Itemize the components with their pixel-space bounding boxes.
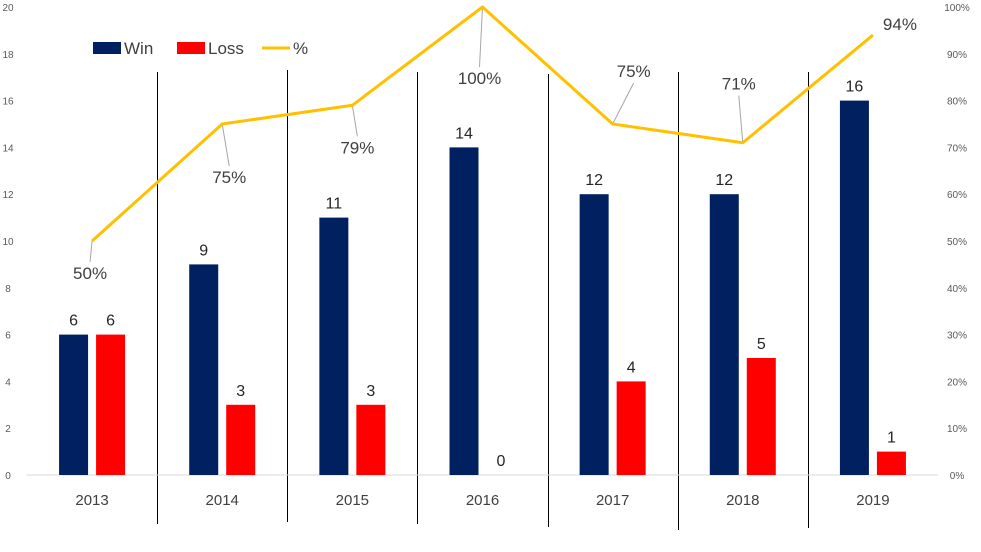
win-value-label: 14 [455, 125, 473, 142]
percentage-labels-group: 50% 75% 79% 100% 75% 71% 94% [73, 15, 917, 283]
loss-bar [746, 358, 776, 475]
win-value-label: 12 [585, 172, 603, 189]
left-tick-label: 6 [5, 331, 11, 342]
loss-value-label: 0 [497, 453, 506, 470]
win-value-label: 12 [715, 172, 733, 189]
right-tick-label: 100% [944, 3, 970, 14]
percentage-leader-line [479, 6, 483, 68]
right-tick-label: 60% [947, 190, 967, 201]
win-bar [189, 264, 219, 475]
percentage-value-label: 94% [883, 15, 917, 34]
legend-loss-swatch [177, 42, 205, 54]
right-tick-label: 0% [950, 471, 965, 482]
bar-labels-group: 6 6 9 3 11 3 14 0 12 4 12 5 16 1 [69, 79, 896, 470]
left-tick-label: 14 [2, 143, 14, 154]
win-bar [59, 334, 89, 475]
legend-pct-label: % [293, 39, 308, 58]
right-tick-label: 10% [947, 424, 967, 435]
percentage-value-label: 71% [722, 75, 756, 94]
right-tick-label: 40% [947, 284, 967, 295]
legend-win-label: Win [124, 39, 153, 58]
category-label: 2013 [75, 492, 108, 509]
left-tick-label: 18 [2, 50, 14, 61]
category-label: 2019 [856, 492, 889, 509]
left-axis-ticks: 0 2 4 6 8 10 12 14 16 18 20 [2, 3, 14, 482]
percentage-line [91, 5, 874, 243]
percentage-leader-line [612, 82, 635, 125]
win-bar [449, 147, 479, 475]
right-tick-label: 70% [947, 143, 967, 154]
legend-loss-label: Loss [208, 39, 244, 58]
loss-value-label: 5 [757, 336, 766, 353]
left-tick-label: 0 [5, 471, 11, 482]
percentage-value-label: 75% [617, 62, 651, 81]
category-label: 2015 [336, 492, 369, 509]
category-label: 2016 [466, 492, 499, 509]
loss-bar [616, 381, 646, 475]
percentage-leader-line [738, 95, 744, 143]
percentage-leader-line [89, 240, 93, 263]
percentage-value-label: 79% [340, 138, 374, 157]
category-label: 2017 [596, 492, 629, 509]
percentage-value-label: 50% [73, 264, 107, 283]
right-tick-label: 20% [947, 377, 967, 388]
percentage-leader-line [221, 123, 230, 167]
loss-bar [96, 334, 126, 475]
category-labels-group: 2013 2014 2015 2016 2017 2018 2019 [75, 492, 889, 509]
left-tick-label: 8 [5, 284, 11, 295]
loss-value-label: 3 [236, 383, 245, 400]
legend-win-swatch [93, 42, 121, 54]
loss-value-label: 4 [627, 359, 636, 376]
win-bar [319, 217, 349, 475]
percentage-leader-line [351, 105, 358, 137]
loss-bar [226, 404, 256, 475]
win-bar [839, 100, 869, 475]
category-label: 2014 [206, 492, 239, 509]
left-tick-label: 12 [2, 190, 14, 201]
category-separators [157, 70, 809, 530]
right-axis-ticks: 0% 10% 20% 30% 40% 50% 60% 70% 80% 90% 100% [944, 3, 970, 482]
loss-value-label: 1 [887, 430, 896, 447]
win-value-label: 11 [326, 196, 343, 213]
right-tick-label: 90% [947, 50, 967, 61]
left-tick-label: 2 [5, 424, 11, 435]
win-value-label: 16 [846, 79, 864, 96]
left-tick-label: 4 [5, 377, 11, 388]
left-tick-label: 10 [2, 237, 14, 248]
percentage-value-label: 75% [212, 168, 246, 187]
right-tick-label: 80% [947, 97, 967, 108]
win-bar [579, 194, 609, 475]
loss-value-label: 3 [366, 383, 375, 400]
percentage-value-label: 100% [458, 69, 501, 88]
loss-value-label: 6 [106, 313, 115, 330]
leader-lines-group [89, 6, 744, 263]
left-tick-label: 16 [2, 97, 14, 108]
legend: Win Loss % [93, 39, 308, 58]
right-tick-label: 50% [947, 237, 967, 248]
bars-group [59, 100, 906, 475]
left-tick-label: 20 [2, 3, 14, 14]
category-label: 2018 [726, 492, 759, 509]
loss-bar [876, 451, 906, 475]
win-value-label: 9 [199, 242, 208, 259]
right-tick-label: 30% [947, 331, 967, 342]
win-value-label: 6 [69, 313, 78, 330]
loss-bar [356, 404, 386, 475]
win-bar [709, 194, 739, 475]
